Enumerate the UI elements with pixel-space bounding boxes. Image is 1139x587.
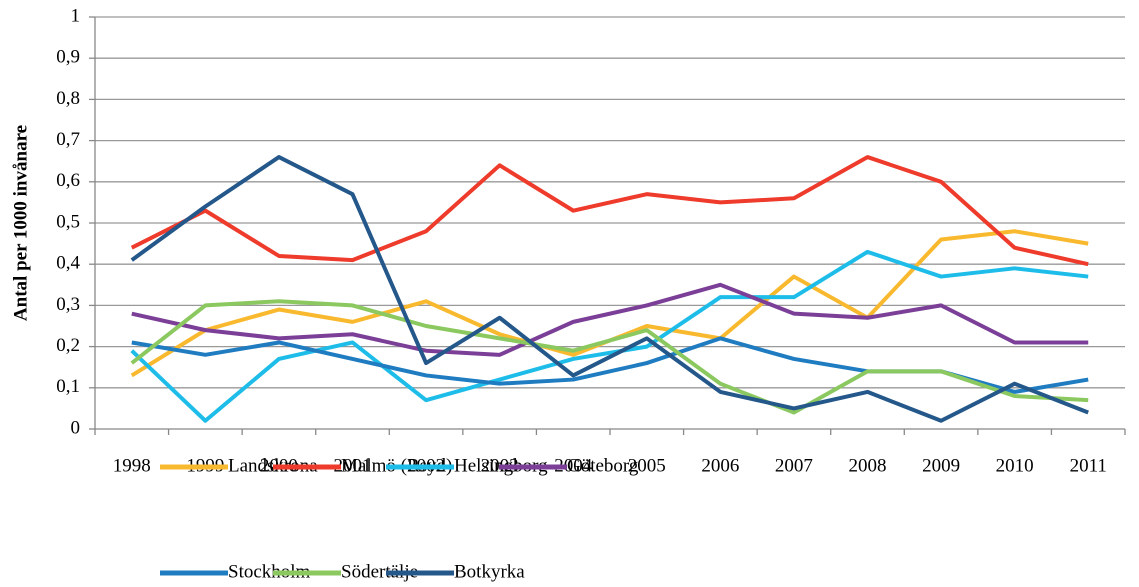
- y-tick-label: 0,1: [56, 376, 80, 397]
- y-tick-label: 0,7: [56, 129, 80, 150]
- x-tick-label: 2006: [701, 455, 739, 476]
- y-tick-label: 1: [71, 5, 81, 26]
- x-tick-label: 2009: [922, 455, 960, 476]
- line-series: [130, 155, 1089, 267]
- line-series: [131, 282, 1089, 357]
- x-tick-label: 2004: [554, 455, 593, 476]
- y-tick-label: 0,8: [56, 88, 80, 109]
- legend-label: Göteborg: [567, 455, 639, 476]
- x-tick-label: 2010: [996, 455, 1034, 476]
- y-tick-label: 0: [71, 417, 81, 438]
- y-tick-label: 0,9: [56, 47, 80, 68]
- line-series: [130, 299, 1089, 415]
- y-tick-label: 0,4: [56, 253, 80, 274]
- x-tick-label: 2005: [628, 455, 666, 476]
- legend-label: Botkyrka: [454, 561, 525, 582]
- y-tick-label: 0,6: [56, 170, 80, 191]
- y-tick-label: 0,3: [56, 294, 80, 315]
- x-tick-label: 2001: [334, 455, 372, 476]
- x-tick-label: 2008: [849, 455, 887, 476]
- line-series: [130, 249, 1089, 423]
- y-tick-label: 0,2: [56, 335, 80, 356]
- x-tick-label: 2011: [1070, 455, 1107, 476]
- y-axis-label: Antal per 1000 invånare: [10, 125, 31, 321]
- x-tick-label: 2007: [775, 455, 813, 476]
- line-series: [130, 155, 1089, 423]
- y-tick-label: 0,5: [56, 211, 80, 232]
- legend-label: Södertälje: [341, 561, 418, 582]
- legend-label: Stockholm: [228, 561, 311, 582]
- x-tick-label: 1998: [113, 455, 151, 476]
